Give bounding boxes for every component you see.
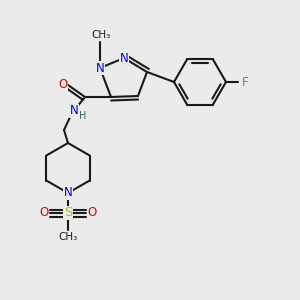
Text: S: S <box>64 206 72 220</box>
Text: N: N <box>64 187 72 200</box>
Text: N: N <box>120 52 128 64</box>
Text: F: F <box>242 76 248 88</box>
Text: H: H <box>79 111 87 121</box>
Text: O: O <box>87 206 97 220</box>
Text: CH₃: CH₃ <box>58 232 78 242</box>
Text: N: N <box>70 104 78 118</box>
Text: O: O <box>39 206 49 220</box>
Text: O: O <box>58 77 68 91</box>
Text: CH₃: CH₃ <box>92 30 111 40</box>
Text: N: N <box>96 61 104 74</box>
